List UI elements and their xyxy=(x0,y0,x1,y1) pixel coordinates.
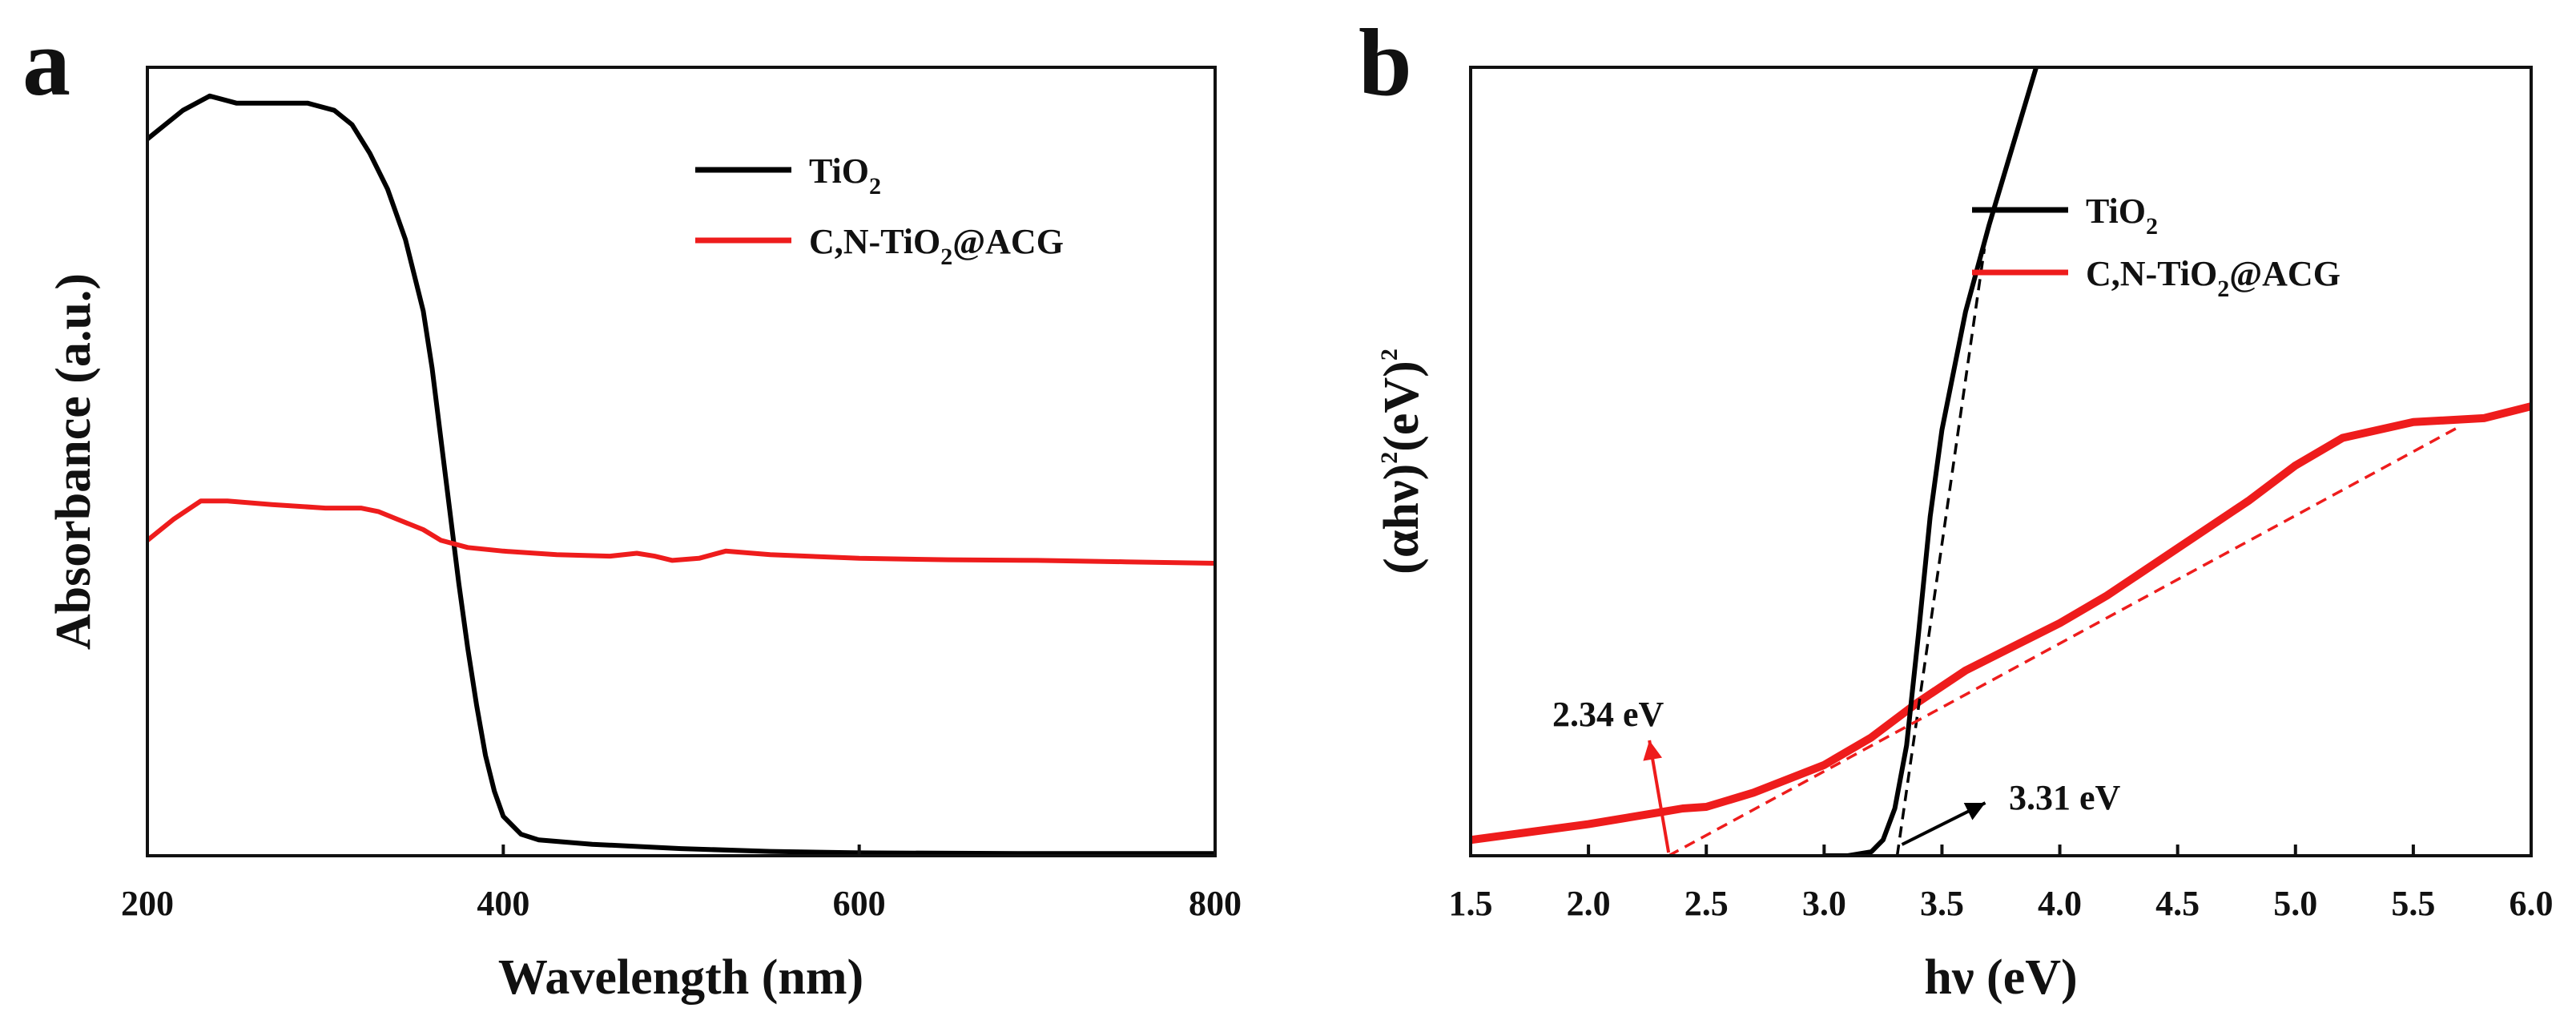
panel-a-x-tick-label: 400 xyxy=(477,884,529,923)
panel-b-x-tick-label: 6.0 xyxy=(2510,884,2554,923)
panel-a-x-tick-label: 200 xyxy=(121,884,174,923)
panel-b-tio2-line xyxy=(1824,67,2039,856)
panel-b-x-tick-label: 1.5 xyxy=(1449,884,1493,923)
panel-a-tio2-line xyxy=(146,93,1215,857)
panel-b-arrowhead-2-34-ev xyxy=(1643,740,1663,761)
panel-b-annotations: 2.34 eV 3.31 eV xyxy=(1552,695,2121,853)
panel-a-x-axis-title: Wavelength (nm) xyxy=(498,950,863,1005)
panel-b-arrowhead-3-31-ev xyxy=(1963,803,1986,820)
panel-b-x-tick-label: 2.5 xyxy=(1684,884,1729,923)
panel-a-x-tick-label: 600 xyxy=(833,884,886,923)
panel-b-x-tick-label: 2.0 xyxy=(1567,884,1611,923)
panel-b-plot-frame xyxy=(1469,66,2533,857)
panel-b-x-tick-label: 3.5 xyxy=(1920,884,1964,923)
panel-a-legend-label-tio2: TiO2 xyxy=(809,151,881,200)
panel-b-legend-label-tio2: TiO2 xyxy=(2086,191,2158,240)
panel-a-legend-label-cn-tio2-acg: C,N-TiO2@ACG xyxy=(809,222,1064,270)
panel-b-x-tick-label: 3.0 xyxy=(1802,884,1846,923)
panel-b-legend-label-cn-tio2-acg: C,N-TiO2@ACG xyxy=(2086,254,2341,302)
panel-a-legend: TiO2 C,N-TiO2@ACG xyxy=(695,151,1064,270)
panel-b-legend: TiO2 C,N-TiO2@ACG xyxy=(1972,191,2341,302)
panel-a-x-tick-label: 800 xyxy=(1189,884,1242,923)
panel-a-x-ticks: 200 400 600 800 xyxy=(121,845,1242,923)
panel-b-x-ticks: 1.5 2.0 2.5 3.0 3.5 4.0 4.5 5.0 5.5 6.0 xyxy=(1449,845,2554,923)
panel-b-x-tick-label: 4.0 xyxy=(2038,884,2082,923)
panel-b-x-tick-label: 4.5 xyxy=(2155,884,2200,923)
panel-a: a 200 400 600 800 Wavelength (nm) Absorb… xyxy=(22,9,1242,1005)
panel-a-cn-tio2-acg-line xyxy=(146,498,1216,566)
panel-b-x-tick-label: 5.5 xyxy=(2391,884,2435,923)
panel-a-series-layer xyxy=(146,93,1216,857)
panel-b-tio2-tangent-line xyxy=(1895,248,1986,856)
panel-b-cn-tio2-acg-line xyxy=(1471,402,2531,845)
panel-b-annotation-3-31-ev: 3.31 eV xyxy=(2009,778,2121,817)
panel-b-series-layer xyxy=(1471,67,2531,856)
panel-b-label: b xyxy=(1358,9,1412,115)
panel-b-cn-tio2-acg-tangent-line xyxy=(1668,425,2461,856)
panel-a-plot-frame xyxy=(146,66,1217,857)
panel-b-y-axis-title: (αhν)2(eV)2 xyxy=(1375,349,1429,574)
panel-b: b 1.5 2.0 2.5 3.0 3.5 4.0 xyxy=(1358,9,2554,1005)
panel-b-annotation-2-34-ev: 2.34 eV xyxy=(1552,695,1664,734)
panel-b-x-tick-label: 5.0 xyxy=(2273,884,2317,923)
panel-a-label: a xyxy=(22,9,70,115)
panel-a-y-axis-title: Absorbance (a.u.) xyxy=(46,273,101,650)
panel-b-x-axis-title: hν (eV) xyxy=(1924,950,2077,1005)
